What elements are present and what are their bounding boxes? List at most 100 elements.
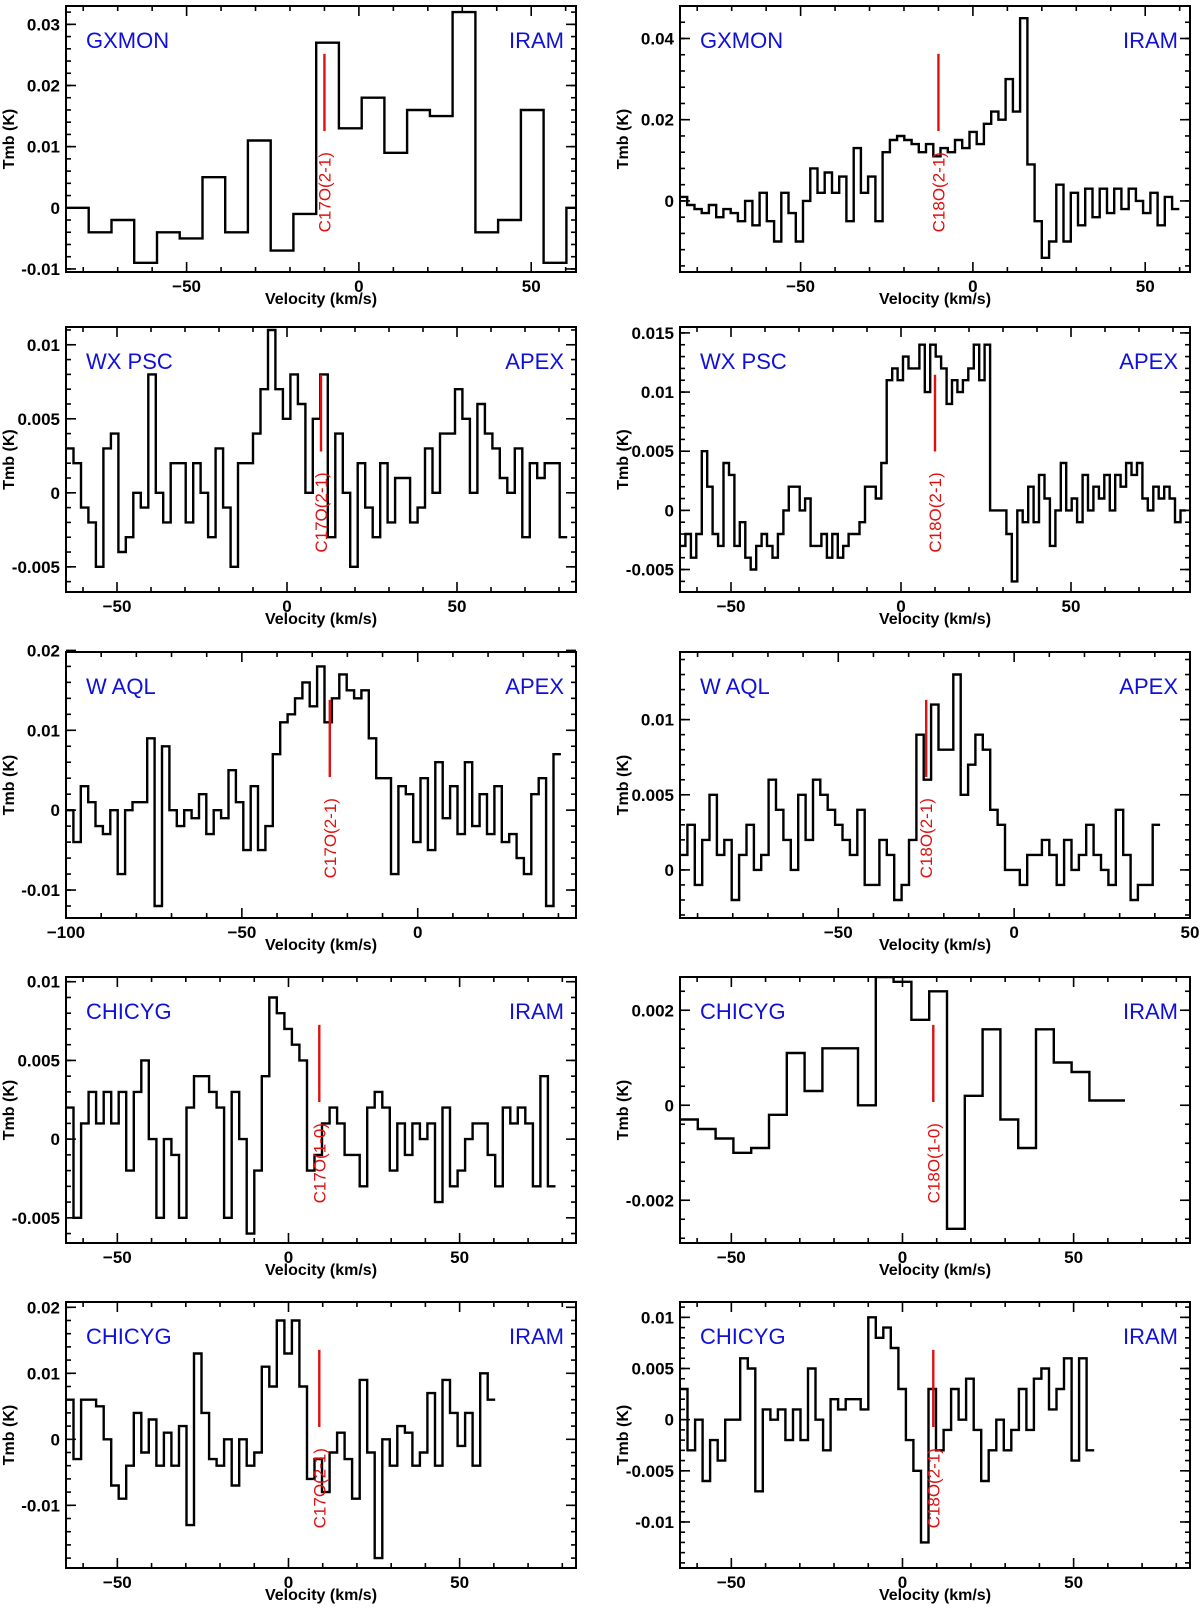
- spectrum-panel: −50 0 50 -0.01 0 0.01 0.02 Velocity (km/s) Tmb (…: [1, 1298, 577, 1604]
- spectrum-line: [680, 1316, 1095, 1544]
- x-tick-label: −50: [717, 597, 746, 616]
- source-name: CHICYG: [700, 1324, 786, 1349]
- line-label: C17O(1-0): [310, 1123, 329, 1203]
- y-tick-label: -0.01: [21, 260, 60, 279]
- y-tick-label: -0.005: [12, 1209, 60, 1228]
- spectrum-panel: −50 0 50 -0.005 0 0.005 0.01 Velocity (km/s) Tmb…: [1, 326, 577, 628]
- telescope-name: IRAM: [1123, 1324, 1178, 1349]
- x-tick-label: −100: [47, 923, 85, 942]
- x-tick-label: 0: [282, 597, 291, 616]
- line-label: C18O(2-1): [929, 152, 948, 232]
- telescope-name: IRAM: [1123, 28, 1178, 53]
- telescope-name: APEX: [505, 674, 564, 699]
- spectrum-panel: −50 0 50 -0.002 0 0.002 Velocity (km/s) Tmb (K)…: [615, 976, 1191, 1279]
- spectrum-line: [66, 328, 568, 568]
- line-label: C17O(2-1): [321, 798, 340, 878]
- spectrum-panel: −100 −50 0 -0.01 0 0.01 0.02 Velocity (km/s) Tmb…: [1, 641, 577, 954]
- y-tick-label: -0.005: [626, 1462, 674, 1481]
- y-tick-label: 0.04: [641, 29, 675, 48]
- y-tick-label: -0.01: [21, 1496, 60, 1515]
- y-tick-label: 0: [51, 199, 60, 218]
- x-axis-label: Velocity (km/s): [879, 1262, 991, 1279]
- telescope-name: IRAM: [1123, 999, 1178, 1024]
- y-axis-label: Tmb (K): [615, 755, 632, 815]
- line-label: C18O(1-0): [924, 1123, 943, 1203]
- y-tick-label: 0.01: [27, 1364, 60, 1383]
- y-tick-label: 0: [51, 801, 60, 820]
- spectrum-line: [680, 17, 1180, 259]
- x-tick-label: 0: [284, 1573, 293, 1592]
- spectrum-panel: −50 0 50 0 0.02 0.04 Velocity (km/s) Tmb (K) GXM…: [615, 5, 1191, 308]
- x-tick-label: 50: [522, 277, 541, 296]
- line-label: C17O(2-1): [315, 152, 334, 232]
- spectrum-line: [66, 10, 576, 264]
- y-tick-label: 0.03: [27, 15, 60, 34]
- y-tick-label: 0.005: [17, 410, 60, 429]
- spectrum-panel: −50 0 50 -0.005 0 0.005 0.01 0.015 Velocity (km/…: [615, 324, 1191, 628]
- x-tick-label: 50: [1181, 923, 1200, 942]
- spectrum-line: [680, 673, 1161, 902]
- y-tick-label: 0.01: [27, 721, 60, 740]
- plot-frame: [679, 1301, 1191, 1569]
- y-tick-label: 0.015: [631, 324, 674, 343]
- y-tick-label: 0: [665, 192, 674, 211]
- telescope-name: IRAM: [509, 999, 564, 1024]
- telescope-name: APEX: [505, 349, 564, 374]
- source-name: W AQL: [700, 674, 770, 699]
- x-tick-label: −50: [103, 597, 132, 616]
- x-axis-label: Velocity (km/s): [879, 937, 991, 954]
- y-tick-label: -0.005: [12, 558, 60, 577]
- x-tick-label: 0: [898, 1573, 907, 1592]
- y-tick-label: 0.01: [27, 138, 60, 157]
- x-tick-label: 50: [450, 1248, 469, 1267]
- x-tick-label: 50: [1064, 1573, 1083, 1592]
- x-axis-label: Velocity (km/s): [265, 1262, 377, 1279]
- y-tick-label: 0.005: [631, 1360, 674, 1379]
- spectrum-panel: −50 0 50 0 0.005 0.01 Velocity (km/s) Tmb (K) W …: [615, 651, 1200, 954]
- y-tick-label: 0.02: [27, 641, 60, 660]
- plot-frame: [65, 1301, 577, 1569]
- y-tick-label: -0.01: [635, 1513, 674, 1532]
- y-axis-label: Tmb (K): [615, 109, 632, 169]
- y-axis-label: Tmb (K): [615, 1405, 632, 1465]
- y-axis-label: Tmb (K): [615, 1080, 632, 1140]
- y-axis-label: Tmb (K): [1, 755, 18, 815]
- y-tick-label: 0.01: [27, 973, 60, 992]
- x-tick-label: −50: [227, 923, 256, 942]
- spectrum-panel: −50 0 50 -0.005 0 0.005 0.01 Velocity (km/s) Tmb…: [1, 973, 577, 1279]
- x-axis-label: Velocity (km/s): [265, 937, 377, 954]
- y-tick-label: 0.01: [27, 336, 60, 355]
- y-axis-label: Tmb (K): [1, 1405, 18, 1465]
- plot-frame: [679, 5, 1191, 273]
- x-tick-label: −50: [103, 1248, 132, 1267]
- x-tick-label: 50: [450, 1573, 469, 1592]
- x-axis-label: Velocity (km/s): [879, 1587, 991, 1604]
- y-tick-label: 0: [51, 484, 60, 503]
- source-name: W AQL: [86, 674, 156, 699]
- x-tick-label: −50: [717, 1573, 746, 1592]
- y-tick-label: 0.002: [631, 1001, 674, 1020]
- plot-frame: [65, 651, 577, 919]
- spectrum-panel: −50 0 50 -0.01 0 0.01 0.02 0.03 Velocity (km/s) T…: [1, 5, 577, 308]
- x-tick-label: 0: [896, 597, 905, 616]
- telescope-name: IRAM: [509, 1324, 564, 1349]
- x-tick-label: −50: [172, 277, 201, 296]
- x-axis-label: Velocity (km/s): [879, 611, 991, 628]
- y-tick-label: 0: [665, 1096, 674, 1115]
- line-label: C18O(2-1): [917, 798, 936, 878]
- x-axis-label: Velocity (km/s): [265, 291, 377, 308]
- y-tick-label: -0.002: [626, 1191, 674, 1210]
- line-label: C18O(2-1): [924, 1448, 943, 1528]
- telescope-name: APEX: [1119, 349, 1178, 374]
- x-axis-label: Velocity (km/s): [879, 291, 991, 308]
- y-axis-label: Tmb (K): [1, 109, 18, 169]
- x-tick-label: 0: [968, 277, 977, 296]
- spectrum-line: [66, 665, 561, 908]
- y-tick-label: 0.02: [27, 1298, 60, 1317]
- y-tick-label: 0.01: [641, 711, 674, 730]
- x-tick-label: 0: [354, 277, 363, 296]
- y-tick-label: 0: [665, 501, 674, 520]
- y-tick-label: -0.005: [626, 561, 674, 580]
- source-name: WX PSC: [700, 349, 787, 374]
